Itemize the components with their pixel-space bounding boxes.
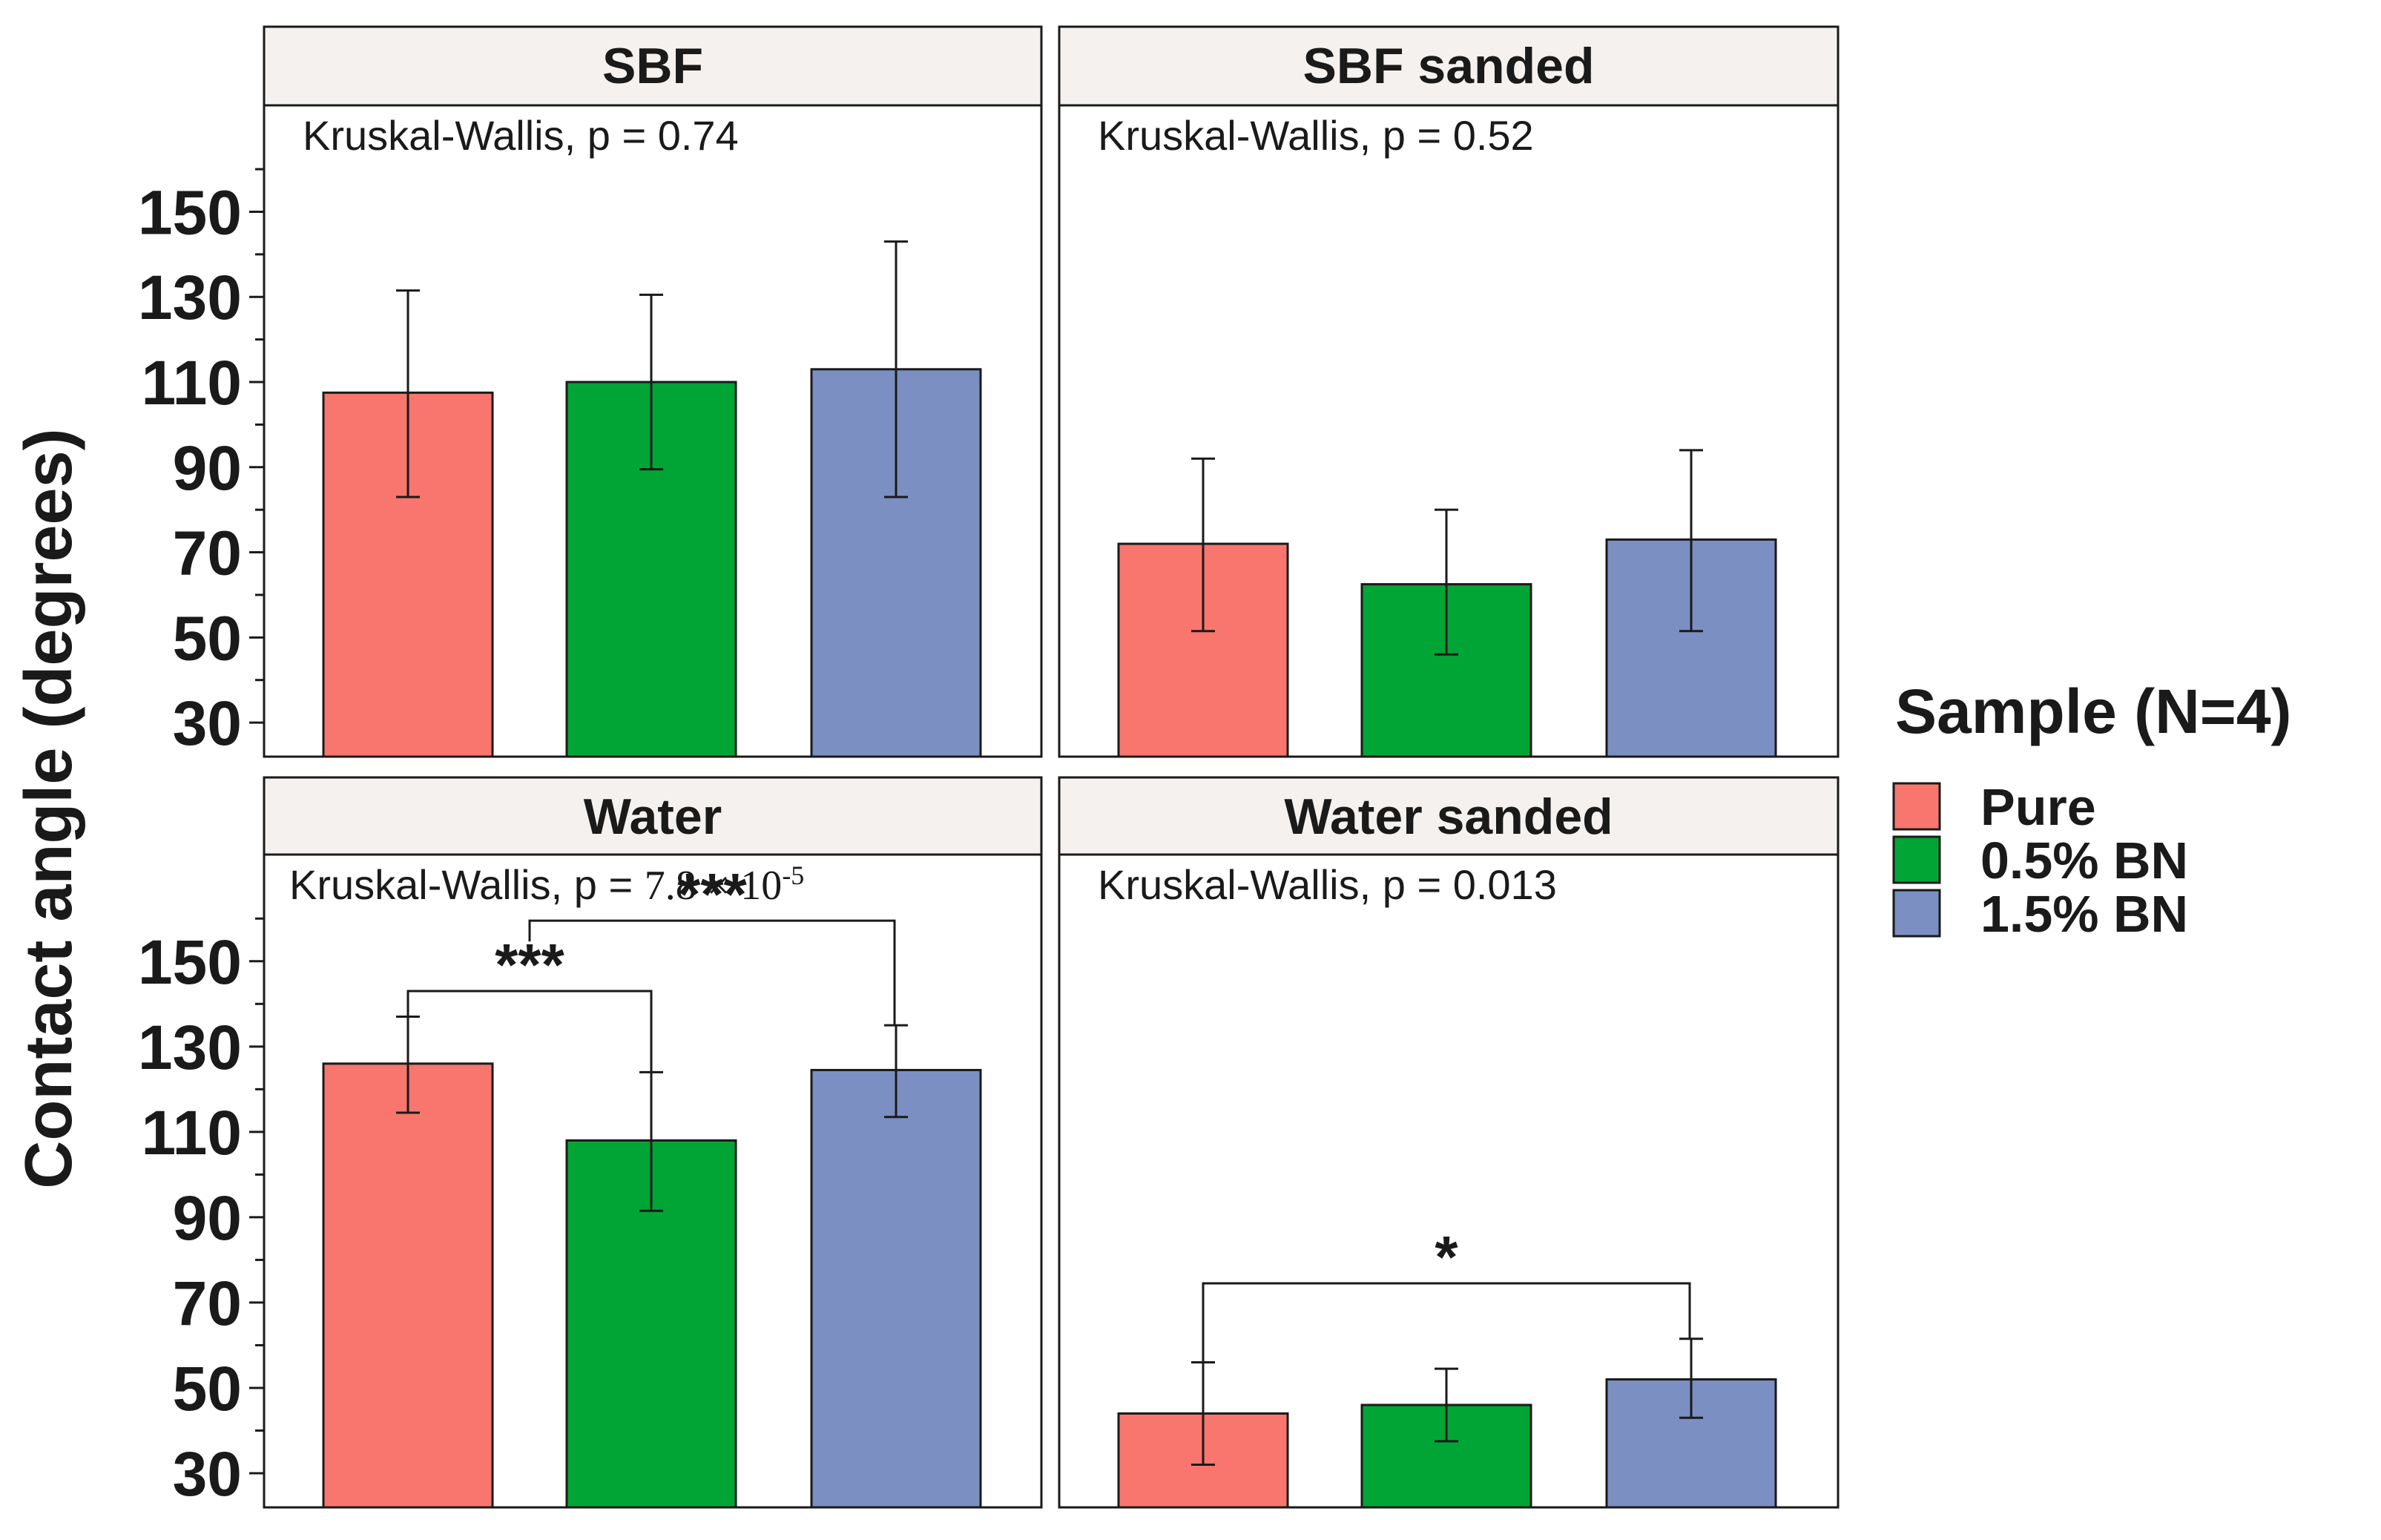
panel-water: Water Kruskal-Wallis, p = 7.8 × 10-5 30 50 7… [138, 776, 1043, 1509]
y-tick-label: 90 [173, 433, 242, 503]
y-tick-label: 150 [138, 927, 242, 997]
y-tick-label: 70 [173, 1268, 242, 1338]
panel-water-sanded: Water sanded Kruskal-Wallis, p = 0.013 * [1058, 776, 1840, 1509]
legend-label-1-5-bn: 1.5% BN [1980, 885, 2188, 943]
y-tick-label: 30 [173, 1439, 242, 1509]
panel-title: Water [584, 789, 722, 845]
legend-swatch-pure [1892, 782, 1941, 831]
legend-swatch-0-5-bn [1892, 835, 1941, 884]
significance-label: *** [495, 932, 564, 998]
stat-label: Kruskal-Wallis, p = 0.013 [1098, 861, 1557, 908]
y-tick-label: 150 [138, 177, 242, 247]
panel-sbf-sanded: SBF sanded Kruskal-Wallis, p = 0.52 [1058, 25, 1840, 758]
panels: SBF Kruskal-Wallis, p = 0.74 30 50 70 90 110 13… [138, 25, 1840, 1509]
panel-strip [263, 25, 1043, 107]
y-tick-label: 50 [173, 1354, 242, 1424]
panel-sbf: SBF Kruskal-Wallis, p = 0.74 30 50 70 90 110 13… [138, 25, 1043, 758]
significance-label: * [1435, 1224, 1458, 1290]
panel-strip [1058, 776, 1840, 856]
y-tick-label: 130 [138, 263, 242, 332]
significance-label: *** [677, 861, 747, 927]
legend-title: Sample (N=4) [1895, 677, 2292, 746]
legend-label-pure: Pure [1980, 778, 2096, 836]
stat-label: Kruskal-Wallis, p = 0.74 [303, 112, 739, 159]
significance-bracket [1202, 1282, 1691, 1363]
legend-swatch-1-5-bn [1892, 889, 1941, 938]
y-tick-label: 130 [138, 1013, 242, 1082]
panel-title: Water sanded [1284, 789, 1613, 845]
stat-label: Kruskal-Wallis, p = 7.8 × 10-5 [289, 861, 804, 909]
significance-bracket [406, 990, 653, 1073]
y-tick-label: 50 [173, 603, 242, 673]
bar-1-5-bn [810, 1068, 982, 1509]
y-tick-label: 90 [173, 1183, 242, 1253]
panel-title: SBF [602, 38, 703, 94]
panel-strip [263, 776, 1043, 856]
panel-title: SBF sanded [1303, 38, 1595, 94]
legend-label-0-5-bn: 0.5% BN [1980, 832, 2188, 889]
panel-strip [1058, 25, 1840, 107]
significance-bracket [528, 919, 896, 1026]
y-tick-label: 70 [173, 519, 242, 588]
stat-label: Kruskal-Wallis, p = 0.52 [1098, 112, 1534, 159]
bar-pure [322, 1062, 494, 1509]
y-tick-label: 110 [141, 1098, 242, 1168]
y-tick-label: 110 [141, 348, 242, 418]
y-axis-label: Contact angle (degrees) [12, 428, 86, 1188]
y-tick-label: 30 [173, 688, 242, 758]
